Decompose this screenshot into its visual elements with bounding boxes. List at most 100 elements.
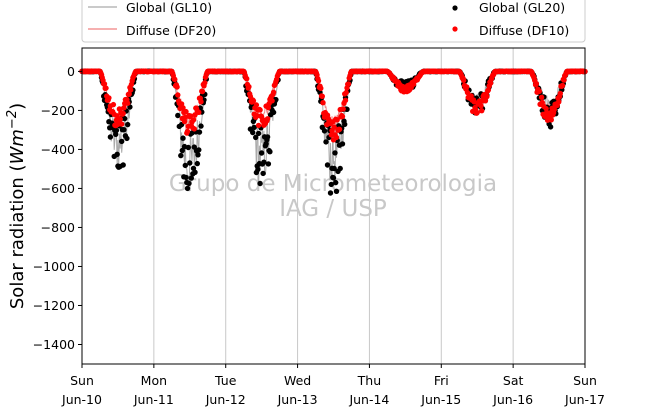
data-point: [181, 118, 188, 125]
data-point: [333, 134, 340, 141]
data-point: [330, 175, 337, 181]
data-point: [180, 135, 186, 141]
x-tick-label-date: Jun-12: [205, 392, 246, 407]
data-point: [122, 115, 128, 122]
data-point: [336, 126, 343, 132]
data-point: [202, 80, 208, 86]
data-point: [190, 117, 197, 123]
y-axis-label: Solar radiation (Wm−2): [5, 103, 28, 309]
data-point: [321, 128, 328, 134]
plot-area: [82, 48, 585, 364]
data-point: [479, 108, 485, 114]
x-tick-label-day: Sun: [573, 373, 597, 388]
data-point: [125, 121, 131, 128]
data-point: [464, 89, 471, 96]
y-label-math: Wm: [7, 129, 28, 164]
watermark-line-2: IAG / USP: [279, 196, 387, 222]
data-point: [270, 89, 277, 96]
x-tick-label-date: Jun-13: [277, 392, 318, 407]
data-point: [337, 165, 343, 172]
series-layer: [79, 68, 588, 196]
data-point: [484, 93, 490, 100]
data-point: [187, 113, 194, 119]
data-point: [333, 179, 339, 186]
x-tick-label-date: Jun-16: [492, 392, 533, 407]
series-diffuse-df10-: [79, 68, 588, 143]
x-tick-label-date: Jun-17: [564, 392, 605, 407]
data-point: [319, 93, 325, 100]
data-point: [121, 127, 127, 133]
data-point: [103, 85, 109, 91]
data-point: [339, 113, 346, 120]
legend-label-gl10: Global (GL10): [126, 0, 212, 15]
data-point: [114, 151, 120, 157]
data-point: [561, 77, 567, 83]
x-tick-label-date: Jun-10: [61, 392, 102, 407]
data-point: [342, 97, 349, 104]
data-point: [172, 76, 178, 83]
data-point: [333, 188, 340, 194]
data-point: [265, 104, 272, 111]
data-point: [101, 81, 108, 87]
y-tick-label: −1400: [33, 337, 75, 352]
data-point: [478, 103, 484, 109]
x-tick-label-date: Jun-14: [348, 392, 389, 407]
y-tick-label: −1000: [33, 259, 75, 274]
data-point: [323, 139, 329, 145]
data-point: [195, 152, 201, 158]
data-point: [174, 84, 180, 90]
data-point: [556, 99, 562, 105]
data-point: [185, 144, 191, 151]
x-tick-label-day: Fri: [434, 373, 449, 388]
data-point: [263, 141, 269, 147]
data-point: [340, 106, 346, 112]
x-axis: Sun Jun-10 Mon Jun-11 Tue Jun-12 Wed Jun-13 Thu J…: [61, 364, 605, 407]
data-point: [332, 150, 338, 156]
legend: Global (GL10) Diffuse (DF20) Global (GL2…: [81, 0, 586, 43]
data-point: [196, 129, 203, 135]
data-point: [121, 105, 127, 111]
data-point: [547, 124, 554, 130]
x-tick-label-date: Jun-11: [133, 392, 174, 407]
data-point: [198, 123, 204, 129]
data-point: [183, 174, 189, 181]
data-point: [124, 135, 130, 142]
x-tick-label-day: Sun: [70, 373, 94, 388]
data-point: [270, 109, 277, 116]
data-point: [184, 185, 191, 192]
x-tick-label-day: Mon: [141, 373, 167, 388]
data-point: [258, 150, 265, 156]
data-point: [191, 126, 197, 132]
data-point: [485, 87, 492, 93]
data-point: [328, 181, 334, 188]
data-point: [180, 105, 186, 111]
data-point: [468, 93, 474, 99]
data-point: [339, 141, 346, 147]
data-point: [536, 88, 542, 95]
data-point: [464, 84, 470, 90]
data-point: [327, 190, 334, 196]
data-point: [107, 134, 114, 140]
data-point: [110, 101, 117, 108]
data-point: [548, 117, 554, 123]
y-label-text: ): [7, 103, 28, 110]
data-point: [559, 82, 566, 89]
data-point: [265, 161, 272, 167]
data-point: [255, 166, 261, 173]
data-point: [264, 116, 271, 122]
data-point: [182, 162, 188, 169]
data-point: [246, 84, 252, 90]
data-point: [324, 162, 331, 168]
legend-box: [81, 0, 586, 43]
x-grid: [153, 48, 514, 364]
data-point: [120, 162, 126, 168]
data-point: [192, 169, 198, 175]
y-label-exponent: −2: [5, 110, 20, 129]
data-point: [175, 92, 181, 98]
x-tick-label-day: Wed: [284, 373, 311, 388]
data-point: [250, 98, 257, 104]
data-point: [126, 91, 132, 97]
y-tick-label: −1200: [33, 298, 75, 313]
data-point: [461, 77, 467, 84]
